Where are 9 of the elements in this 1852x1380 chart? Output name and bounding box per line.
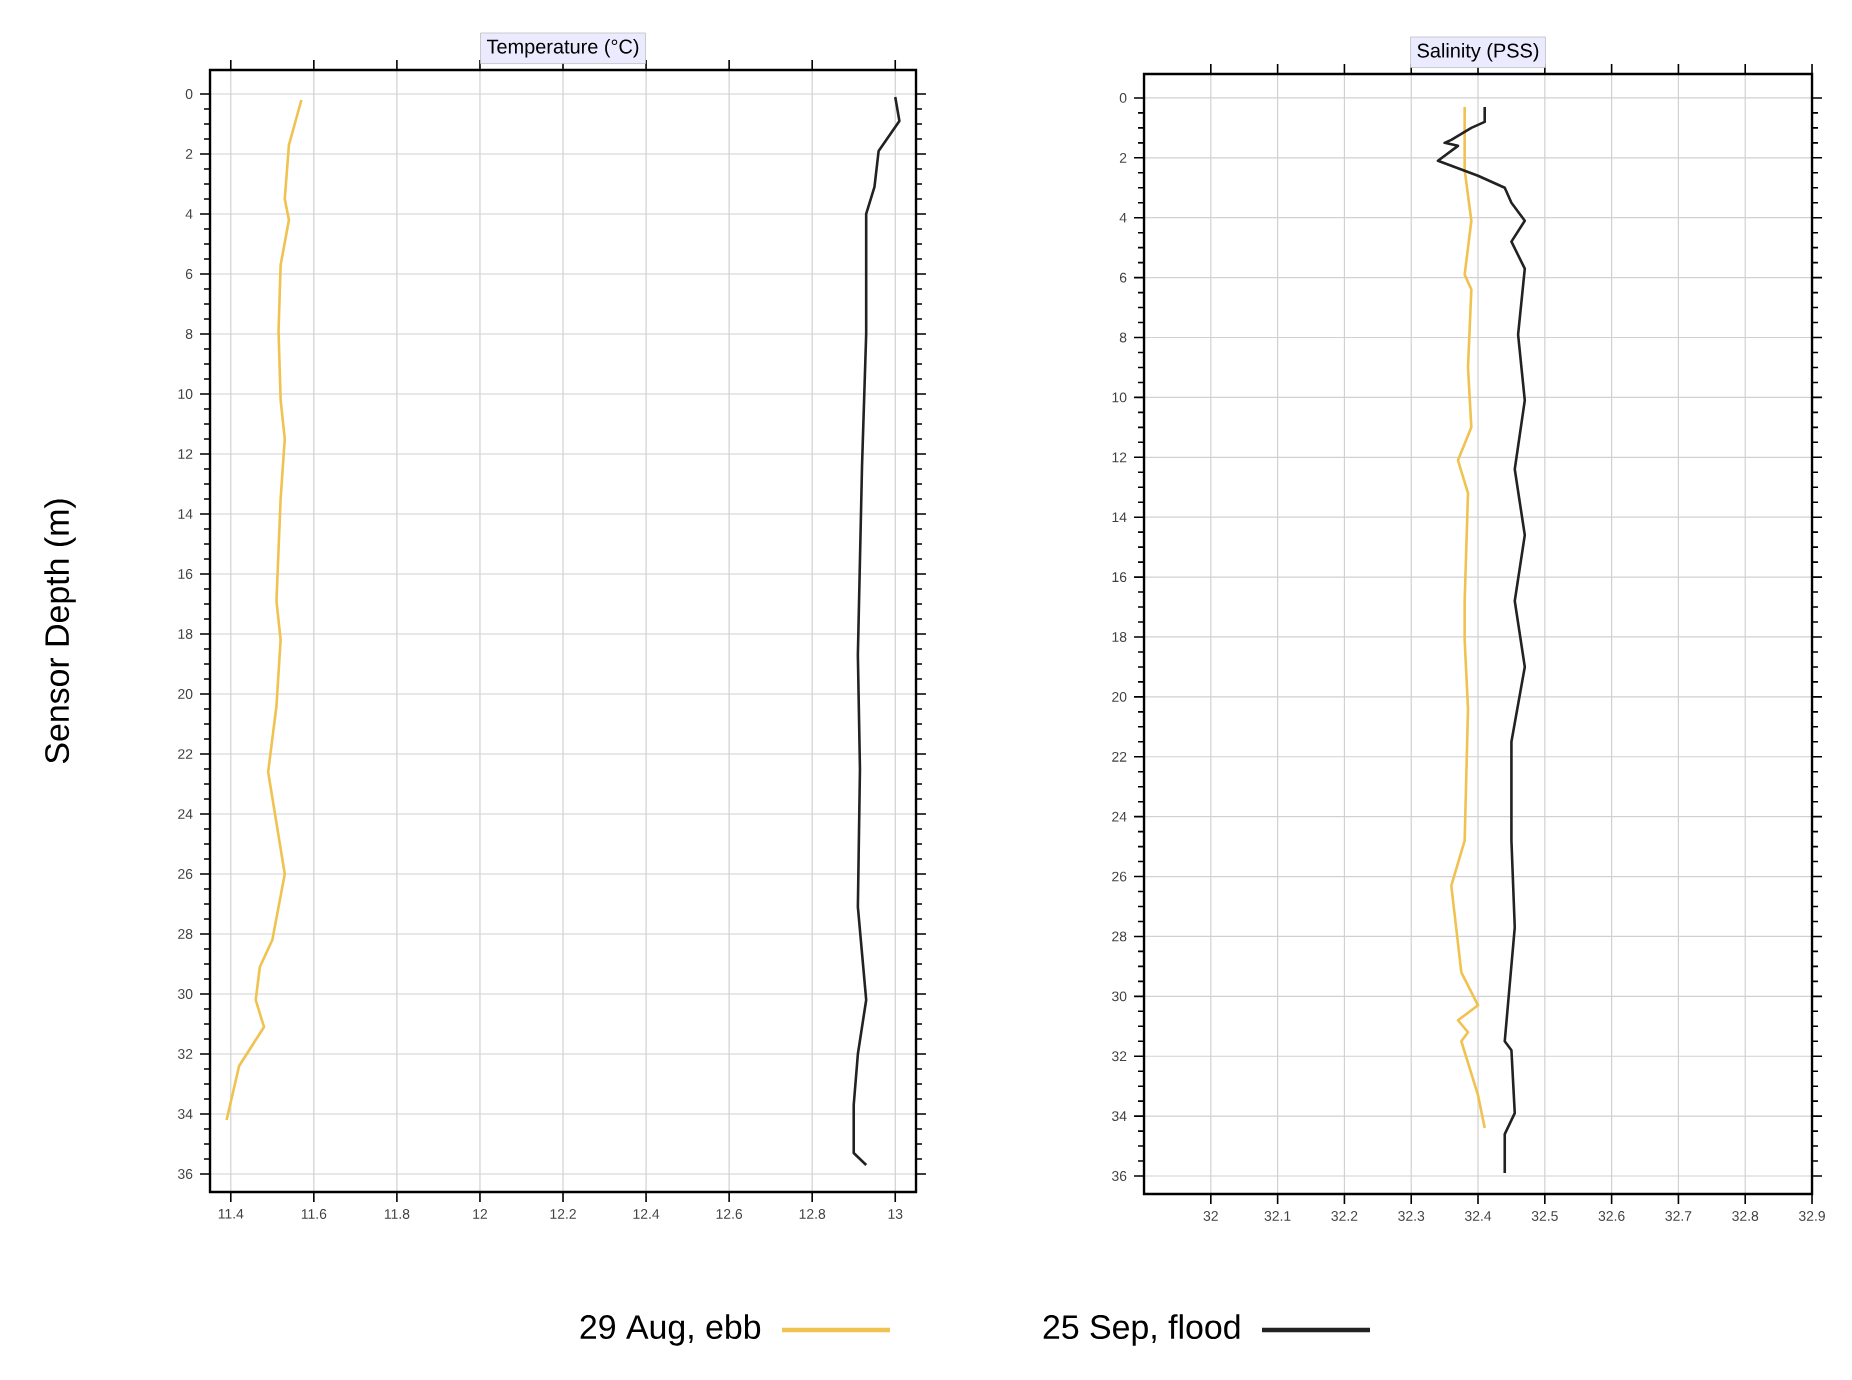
line-series [225, 98, 303, 1122]
line-series [852, 95, 901, 1167]
line-series [1436, 105, 1527, 1175]
x-axis-title: Temperature (°C) [486, 39, 639, 58]
x-axis-title: Salinity (PSS) [1417, 43, 1539, 62]
legend-label: 29 Aug, ebb [580, 1314, 761, 1346]
legend-label: 25 Sep, flood [1043, 1314, 1240, 1346]
line-series [1450, 105, 1486, 1130]
y-axis-title: Sensor Depth (m) [44, 499, 76, 764]
